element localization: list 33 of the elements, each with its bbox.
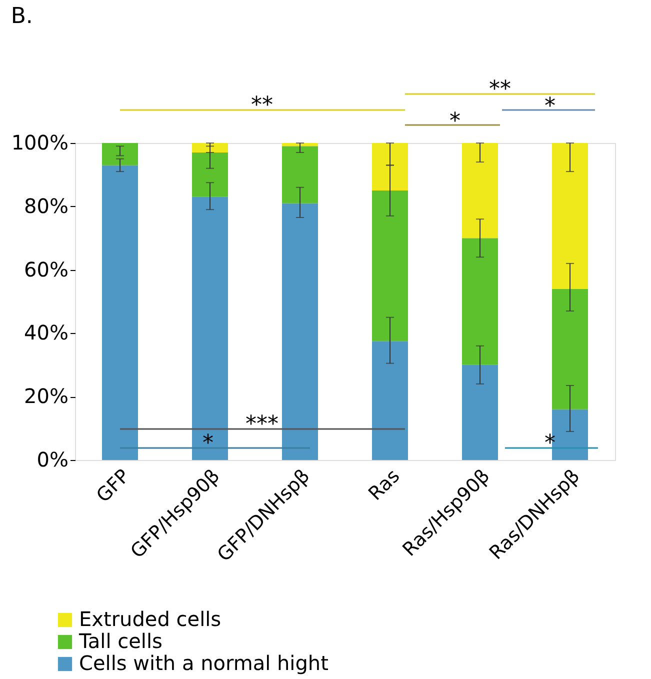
text: * <box>544 94 556 119</box>
chart-title: B. <box>10 4 33 29</box>
legend-label: Tall cells <box>78 629 162 653</box>
legend-label: Extruded cells <box>79 607 222 631</box>
bar <box>462 143 498 238</box>
text: ** <box>251 93 273 118</box>
annotation: * <box>202 431 214 456</box>
bar <box>282 146 318 204</box>
bar <box>102 165 138 460</box>
y-tick-label: 0% <box>36 448 68 472</box>
annotation: *** <box>246 412 278 437</box>
y-tick-label: 80% <box>24 194 68 218</box>
bar <box>102 143 138 166</box>
bar <box>282 203 318 460</box>
bar <box>462 238 498 365</box>
bar <box>462 364 498 460</box>
y-tick-label: 60% <box>24 257 68 282</box>
bar <box>192 143 228 153</box>
bar <box>552 288 588 410</box>
y-tick-label: 20% <box>24 384 68 408</box>
text: * <box>450 109 460 134</box>
bar <box>372 341 408 460</box>
bar <box>552 143 588 289</box>
x-tick-label: Ras <box>364 465 404 505</box>
y-tick-label: 40% <box>24 320 68 345</box>
x-tick-label: GFP <box>92 465 134 507</box>
bar <box>192 196 228 460</box>
bar <box>372 143 408 191</box>
legend-label: Cells with a normal hight <box>79 651 329 675</box>
y-tick-label: 100% <box>11 130 68 154</box>
text: ** <box>489 77 511 102</box>
bar <box>372 190 408 342</box>
bar <box>192 152 228 197</box>
